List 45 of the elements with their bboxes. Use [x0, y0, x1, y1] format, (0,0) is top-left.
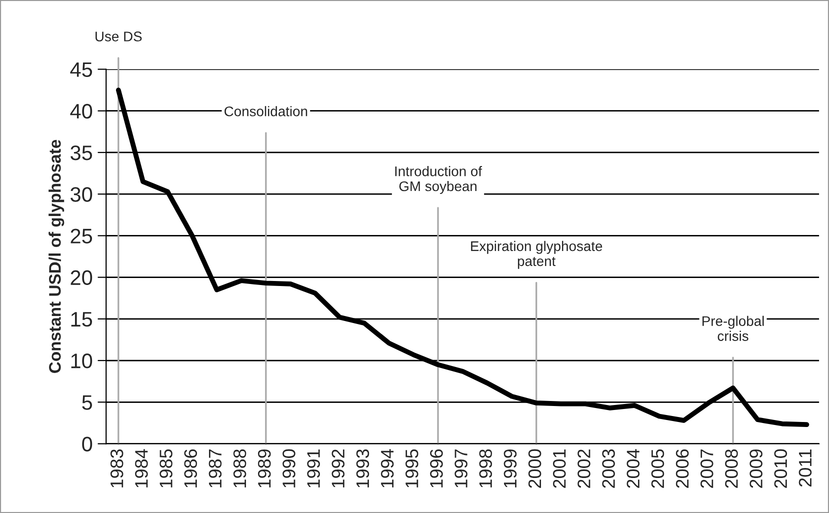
y-tick-label: 25 [70, 228, 92, 244]
x-tick-label: 1984 [135, 449, 148, 488]
x-tick-label: 1996 [430, 449, 443, 488]
x-tick-label: 2009 [750, 449, 762, 488]
x-tick-label: 1987 [208, 450, 222, 488]
x-tick-label: 2011 [798, 449, 812, 487]
x-tick-label: 2006 [676, 449, 689, 488]
x-tick-label: 1999 [504, 449, 517, 488]
ref-line-label: Pre-global crisis [702, 316, 764, 341]
y-tick-label: 0 [82, 436, 92, 452]
y-tick-label: 40 [70, 104, 92, 119]
x-tick-label: 1985 [160, 449, 172, 488]
y-tick-label: 5 [82, 395, 92, 410]
ref-line-label: Use DS [96, 32, 142, 42]
x-tick-label: 2000 [528, 449, 542, 488]
x-tick-label: 1988 [233, 449, 246, 488]
x-tick-label: 1986 [184, 449, 198, 488]
x-tick-label: 1991 [307, 449, 320, 488]
x-tick-label: 1994 [380, 449, 394, 488]
x-tick-label: 1995 [405, 449, 418, 488]
x-tick-label: 2001 [552, 449, 566, 488]
ref-line-label: Expiration glyphosate patent [471, 240, 602, 269]
y-tick-label: 35 [70, 145, 92, 160]
y-axis-title: Constant USD/l of glyphosate [48, 140, 64, 373]
y-tick-label: 20 [70, 270, 92, 286]
y-tick-label: 30 [70, 187, 92, 202]
y-tick-label: 45 [70, 62, 92, 78]
x-tick-label: 1993 [356, 449, 370, 488]
x-tick-label: 2003 [602, 449, 615, 488]
x-tick-label: 1983 [110, 449, 124, 488]
ref-line-label: Introduction of GM soybean [395, 166, 482, 194]
x-tick-label: 2005 [651, 449, 664, 488]
x-tick-label: 2004 [626, 449, 640, 488]
x-tick-label: 1990 [282, 449, 296, 488]
x-tick-label: 2008 [725, 449, 738, 488]
x-tick-label: 2002 [578, 450, 590, 488]
x-tick-label: 1997 [454, 450, 468, 488]
y-tick-label: 10 [71, 354, 92, 368]
x-tick-label: 2010 [774, 449, 788, 488]
ref-line-label: Consolidation [224, 106, 308, 116]
x-tick-label: 1989 [258, 449, 271, 488]
x-tick-label: 2007 [700, 450, 714, 488]
x-tick-label: 1998 [479, 449, 492, 488]
x-tick-label: 1992 [332, 450, 345, 488]
y-tick-label: 15 [71, 312, 92, 327]
